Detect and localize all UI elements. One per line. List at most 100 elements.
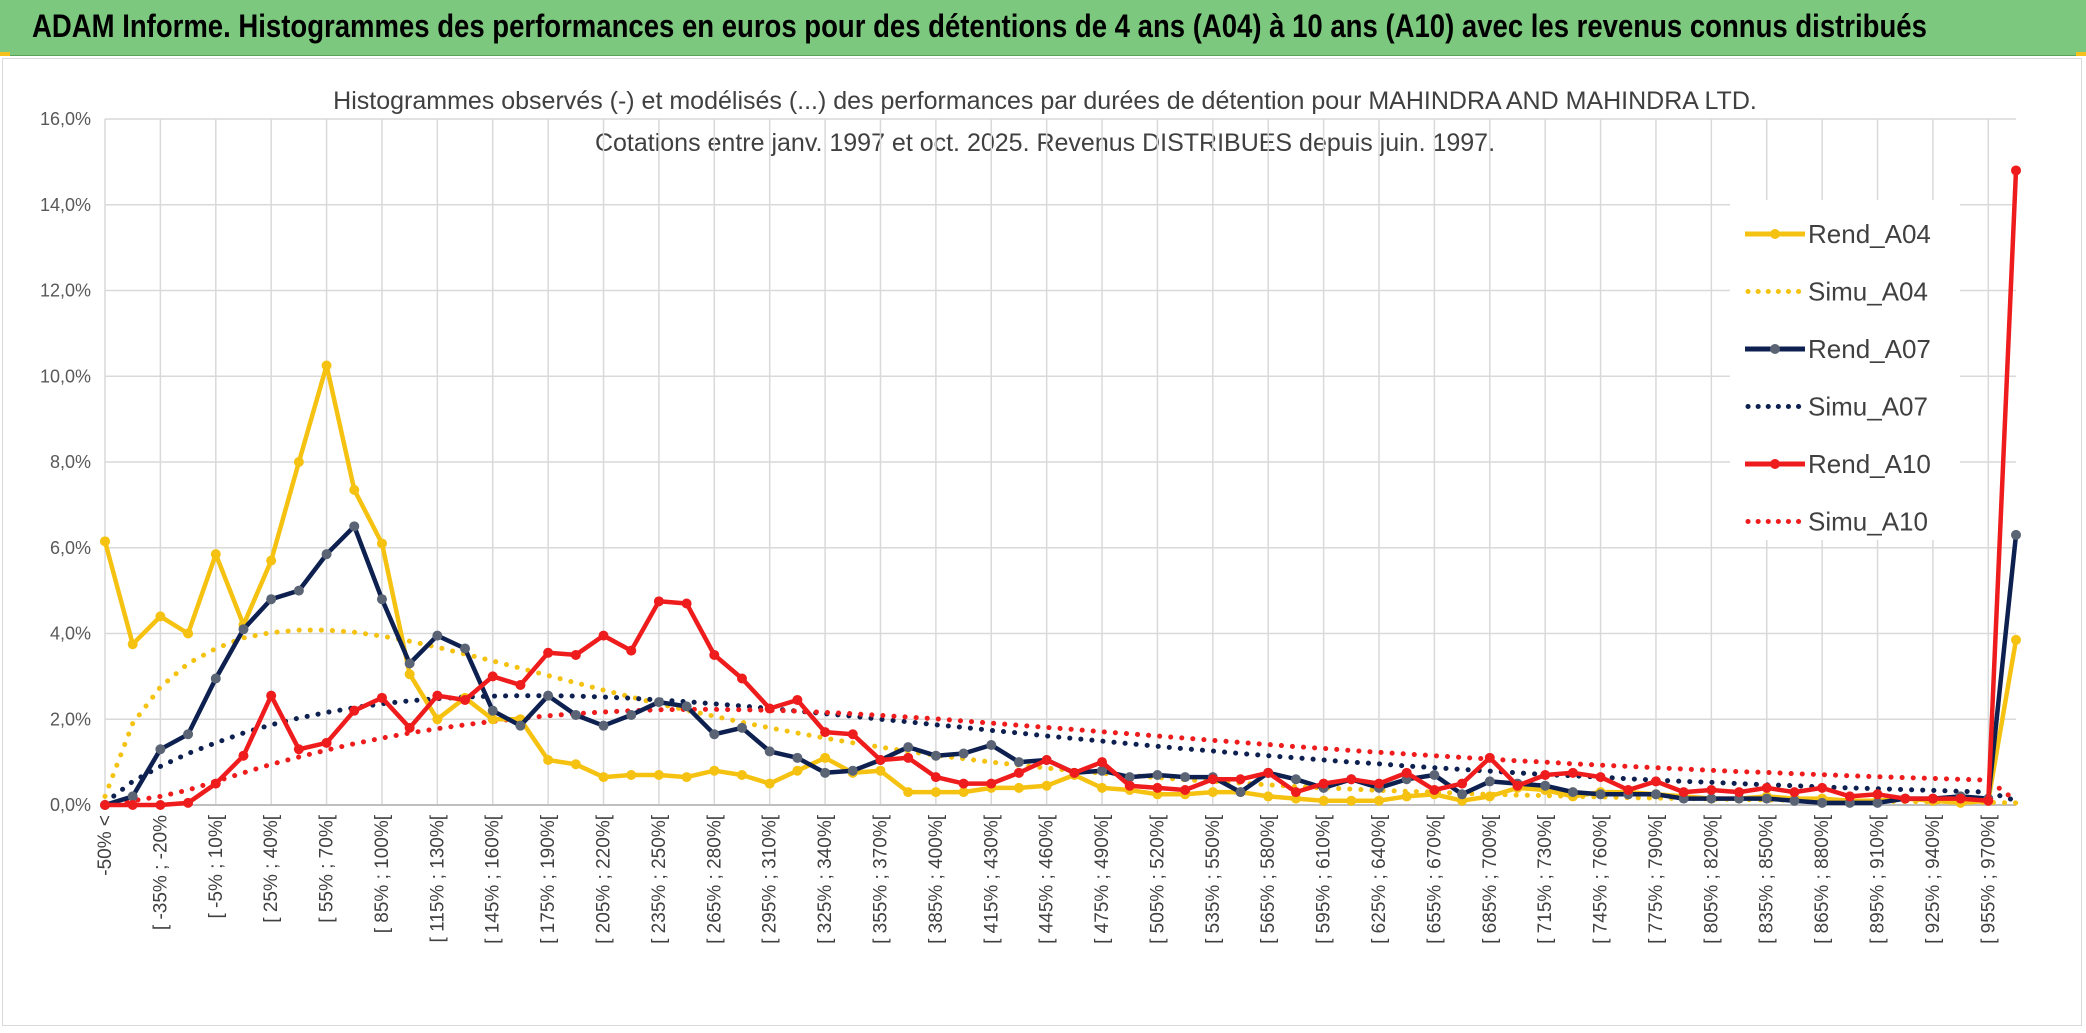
legend-label-simu-a04: Simu_A04	[1808, 277, 1928, 307]
point-rend-a10	[1180, 784, 1191, 795]
point-rend-a10	[847, 729, 858, 740]
y-axis-ticks: 0,0% 2,0% 4,0% 6,0% 8,0% 10,0% 12,0% 14,0% 16,0%	[40, 109, 91, 815]
point-rend-a10	[598, 630, 609, 641]
point-rend-a07	[1429, 769, 1440, 780]
point-rend-a07	[349, 521, 360, 532]
point-rend-a07	[155, 744, 166, 755]
point-rend-a07	[266, 594, 277, 605]
legend-label-rend-a07: Rend_A07	[1808, 334, 1931, 364]
point-rend-a10	[1484, 752, 1495, 763]
point-rend-a10	[1983, 795, 1994, 806]
point-rend-a04	[349, 484, 360, 495]
point-rend-a04	[570, 759, 581, 770]
page-title: ADAM Informe. Histogrammes des performan…	[32, 8, 1927, 44]
legend-label-rend-a10: Rend_A10	[1808, 449, 1931, 479]
x-tick-label: [ 385% ; 400%[	[926, 814, 947, 944]
point-rend-a07	[1540, 780, 1551, 791]
x-tick-label: -50% <	[95, 815, 116, 876]
x-tick-label: [ 445% ; 460%[	[1037, 814, 1058, 944]
x-tick-label: [ 475% ; 490%[	[1092, 814, 1113, 944]
y-tick-label: 0,0%	[50, 795, 91, 815]
point-rend-a10	[1512, 780, 1523, 791]
point-rend-a07	[653, 697, 664, 708]
corner-accent-left	[0, 52, 10, 56]
point-rend-a07	[487, 705, 498, 716]
point-rend-a04	[1097, 782, 1108, 793]
point-rend-a04	[709, 765, 720, 776]
x-tick-label: [ 655% ; 670%[	[1424, 814, 1445, 944]
x-tick-label: [ 835% ; 850%[	[1757, 814, 1778, 944]
point-rend-a07	[737, 722, 747, 733]
point-rend-a10	[1595, 772, 1606, 783]
y-tick-label: 10,0%	[40, 366, 91, 386]
point-rend-a10	[1789, 787, 1800, 798]
x-tick-label: [ 535% ; 550%[	[1203, 814, 1224, 944]
point-rend-a07	[2011, 529, 2021, 540]
legend-marker-rend-a04	[1770, 229, 1780, 239]
point-rend-a07	[1124, 772, 1135, 783]
point-rend-a07	[210, 673, 221, 684]
point-rend-a10	[709, 649, 720, 660]
point-rend-a10	[487, 671, 498, 682]
x-tick-label: [ 625% ; 640%[	[1369, 814, 1390, 944]
chart-frame	[2, 58, 2082, 1026]
point-rend-a07	[764, 746, 775, 757]
x-tick-label: [ 715% ; 730%[	[1535, 814, 1556, 944]
header-bar: ADAM Informe. Histogrammes des performan…	[0, 0, 2086, 56]
point-rend-a04	[1374, 795, 1384, 806]
point-rend-a10	[100, 800, 110, 810]
point-rend-a10	[737, 673, 747, 684]
point-rend-a04	[210, 549, 221, 560]
point-rend-a10	[183, 797, 194, 808]
point-rend-a10	[1097, 757, 1108, 768]
point-rend-a07	[543, 690, 554, 701]
point-rend-a04	[930, 787, 941, 798]
chart-subtitle: Cotations entre janv. 1997 et oct. 2025.…	[595, 129, 1495, 157]
point-rend-a10	[986, 778, 997, 789]
point-rend-a04	[1346, 795, 1357, 806]
point-rend-a07	[1484, 776, 1495, 787]
point-rend-a10	[2011, 165, 2021, 176]
x-tick-label: [ 865% ; 880%[	[1812, 814, 1833, 944]
point-rend-a10	[681, 598, 692, 609]
point-rend-a10	[875, 754, 886, 765]
y-tick-label: 16,0%	[40, 109, 91, 129]
point-rend-a04	[183, 628, 194, 639]
x-tick-label: [ 955% ; 970%[	[1978, 814, 1999, 944]
point-rend-a04	[1318, 795, 1329, 806]
x-tick-label: [ 265% ; 280%[	[704, 814, 725, 944]
point-rend-a04	[1484, 791, 1495, 802]
x-tick-label: [ 775% ; 790%[	[1646, 814, 1667, 944]
point-rend-a04	[155, 611, 166, 622]
point-rend-a04	[100, 536, 110, 547]
point-rend-a04	[1401, 791, 1412, 802]
point-rend-a10	[266, 690, 277, 701]
legend: Rend_A04 Simu_A04 Rend_A07 Simu_A07 Rend_A10…	[1730, 200, 1960, 540]
x-tick-label: [ 355% ; 370%[	[870, 814, 891, 944]
series-line-simu-a04	[102, 627, 2019, 806]
point-rend-a07	[376, 594, 387, 605]
point-rend-a10	[1734, 787, 1745, 798]
point-rend-a07	[1152, 769, 1163, 780]
point-rend-a04	[1013, 782, 1024, 793]
x-tick-label: [ 25% ; 40%[	[261, 814, 282, 922]
point-rend-a04	[737, 769, 747, 780]
point-rend-a07	[930, 750, 941, 761]
point-rend-a04	[404, 669, 415, 680]
y-tick-label: 2,0%	[50, 709, 91, 729]
point-rend-a04	[376, 538, 387, 549]
point-rend-a07	[1595, 789, 1606, 800]
point-rend-a07	[1872, 797, 1883, 808]
point-rend-a10	[903, 752, 914, 763]
point-rend-a10	[1817, 782, 1828, 793]
point-rend-a07	[1761, 793, 1772, 804]
point-rend-a07	[1290, 774, 1301, 785]
legend-label-simu-a07: Simu_A07	[1808, 392, 1928, 422]
point-rend-a10	[1927, 793, 1938, 804]
legend-label-simu-a10: Simu_A10	[1808, 507, 1928, 537]
point-rend-a10	[958, 778, 969, 789]
point-rend-a04	[1041, 780, 1052, 791]
y-tick-label: 12,0%	[40, 281, 91, 301]
x-tick-label: [ 175% ; 190%[	[538, 814, 559, 944]
y-tick-label: 14,0%	[40, 195, 91, 215]
